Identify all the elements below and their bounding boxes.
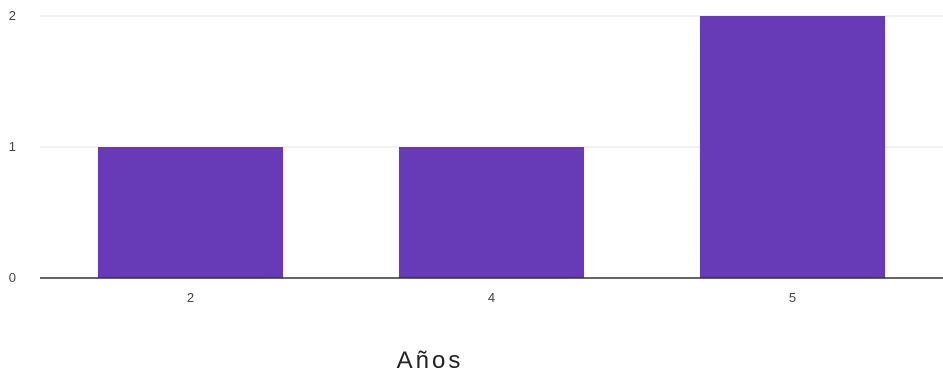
x-tick-label: 5 — [789, 290, 796, 305]
y-tick-label: 1 — [9, 139, 16, 154]
y-tick-label: 2 — [9, 8, 16, 23]
y-tick-labels: 0 1 2 — [9, 8, 16, 285]
bar-5 — [699, 16, 886, 278]
y-tick-label: 0 — [9, 270, 16, 285]
x-tick-label: 2 — [187, 290, 194, 305]
bar-2 — [97, 147, 284, 278]
x-tick-label: 4 — [488, 290, 495, 305]
x-axis-label: Años — [397, 347, 464, 372]
bars — [97, 16, 886, 278]
x-tick-labels: 2 4 5 — [187, 290, 796, 305]
bar-4 — [398, 147, 585, 278]
